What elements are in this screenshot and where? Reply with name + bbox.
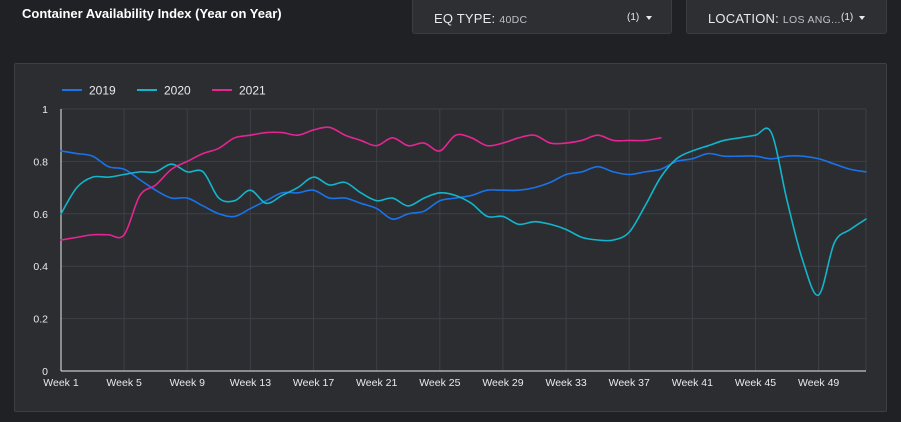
legend-label[interactable]: 2019 — [89, 84, 116, 98]
legend-label[interactable]: 2020 — [164, 84, 191, 98]
eq-type-filter-count: (1) — [627, 12, 640, 23]
x-tick-label: Week 5 — [106, 377, 142, 389]
chart-panel: 0 0.2 0.4 0.6 0.8 1 Week 1 Week 5 Week 9 Week 13… — [14, 63, 887, 412]
x-tick-label: Week 29 — [482, 377, 523, 389]
y-tick-label: 1 — [42, 104, 48, 116]
legend-label[interactable]: 2021 — [239, 84, 266, 98]
x-tick-label: Week 17 — [293, 377, 334, 389]
x-tick-label: Week 1 — [43, 377, 79, 389]
x-tick-label: Week 9 — [170, 377, 206, 389]
x-tick-label: Week 25 — [419, 377, 460, 389]
series-line-2021[interactable] — [60, 126, 662, 241]
location-filter-key: LOCATION: — [708, 11, 779, 26]
x-tick-label: Week 41 — [672, 377, 713, 389]
x-tick-label: Week 13 — [230, 377, 271, 389]
x-tick-label: Week 33 — [545, 377, 586, 389]
page-title: Container Availability Index (Year on Ye… — [22, 6, 282, 21]
chart-series[interactable] — [60, 126, 867, 296]
caret-down-icon[interactable] — [859, 16, 865, 20]
series-line-2019[interactable] — [60, 150, 867, 220]
x-tick-label: Week 37 — [609, 377, 650, 389]
y-tick-label: 0.6 — [33, 209, 48, 221]
eq-type-filter-key: EQ TYPE: — [434, 11, 496, 26]
location-filter-count: (1) — [841, 12, 854, 23]
eq-type-filter-label: EQ TYPE: 40DC — [434, 11, 527, 26]
y-tick-label: 0 — [42, 366, 48, 378]
eq-type-filter[interactable]: EQ TYPE: 40DC (1) — [412, 0, 672, 34]
y-axis-ticks: 0 0.2 0.4 0.6 0.8 1 — [33, 104, 48, 378]
chart-legend[interactable]: 2019 2020 2021 — [62, 84, 266, 98]
y-tick-label: 0.4 — [33, 261, 48, 273]
x-tick-label: Week 21 — [356, 377, 397, 389]
x-tick-label: Week 45 — [735, 377, 776, 389]
location-filter-value: LOS ANG... — [782, 14, 841, 26]
x-tick-label: Week 49 — [798, 377, 839, 389]
caret-down-icon[interactable] — [646, 16, 652, 20]
location-filter-label: LOCATION: LOS ANG... — [708, 11, 841, 26]
chart-grid — [60, 108, 867, 372]
eq-type-filter-value: 40DC — [499, 14, 528, 26]
y-tick-label: 0.8 — [33, 156, 48, 168]
location-filter[interactable]: LOCATION: LOS ANG... (1) — [686, 0, 887, 34]
x-axis-ticks: Week 1 Week 5 Week 9 Week 13 Week 17 Week 21 W… — [43, 377, 839, 389]
y-tick-label: 0.2 — [33, 314, 48, 326]
series-line-2020[interactable] — [60, 127, 867, 296]
